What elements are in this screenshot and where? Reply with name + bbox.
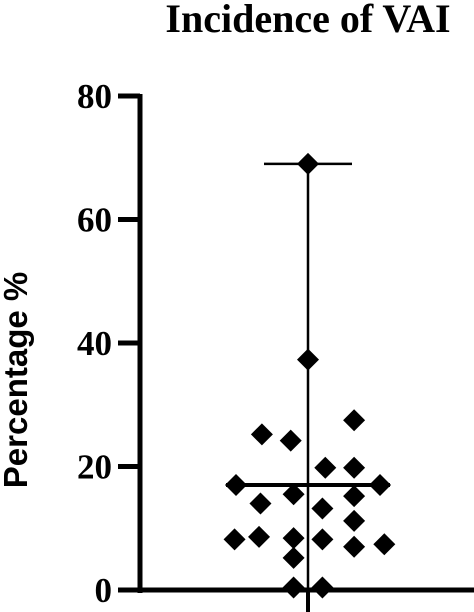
data-point-20	[282, 546, 305, 569]
data-point-16	[223, 528, 246, 551]
data-point-17	[311, 528, 334, 551]
data-point-10	[343, 485, 366, 508]
y-tick-label-20: 20	[77, 448, 112, 487]
data-point-3	[250, 423, 273, 446]
data-point-1	[297, 348, 319, 371]
data-point-13	[343, 509, 366, 532]
y-tick-label-80: 80	[77, 77, 112, 116]
data-point-11	[249, 492, 272, 515]
data-point-0	[297, 152, 319, 175]
data-point-9	[282, 483, 305, 506]
data-point-14	[248, 525, 271, 548]
data-point-2	[343, 409, 366, 432]
data-point-18	[343, 535, 366, 558]
data-points	[223, 152, 396, 599]
data-point-19	[373, 533, 396, 556]
chart-title: Incidence of VAI	[165, 0, 450, 41]
y-tick-label-60: 60	[77, 201, 112, 240]
data-point-12	[311, 497, 334, 520]
data-point-4	[279, 429, 302, 452]
data-point-8	[369, 474, 391, 497]
data-point-22	[311, 576, 334, 599]
y-tick-label-0: 0	[95, 571, 113, 610]
y-axis-label: Percentage %	[0, 272, 34, 488]
summary-lines	[226, 162, 390, 592]
data-point-5	[314, 456, 337, 479]
data-point-15	[282, 527, 305, 550]
axes: 0 20 40 60 80	[77, 77, 474, 612]
data-point-21	[282, 576, 305, 599]
data-point-6	[343, 456, 366, 479]
data-point-7	[225, 474, 247, 497]
y-tick-label-40: 40	[77, 324, 112, 363]
